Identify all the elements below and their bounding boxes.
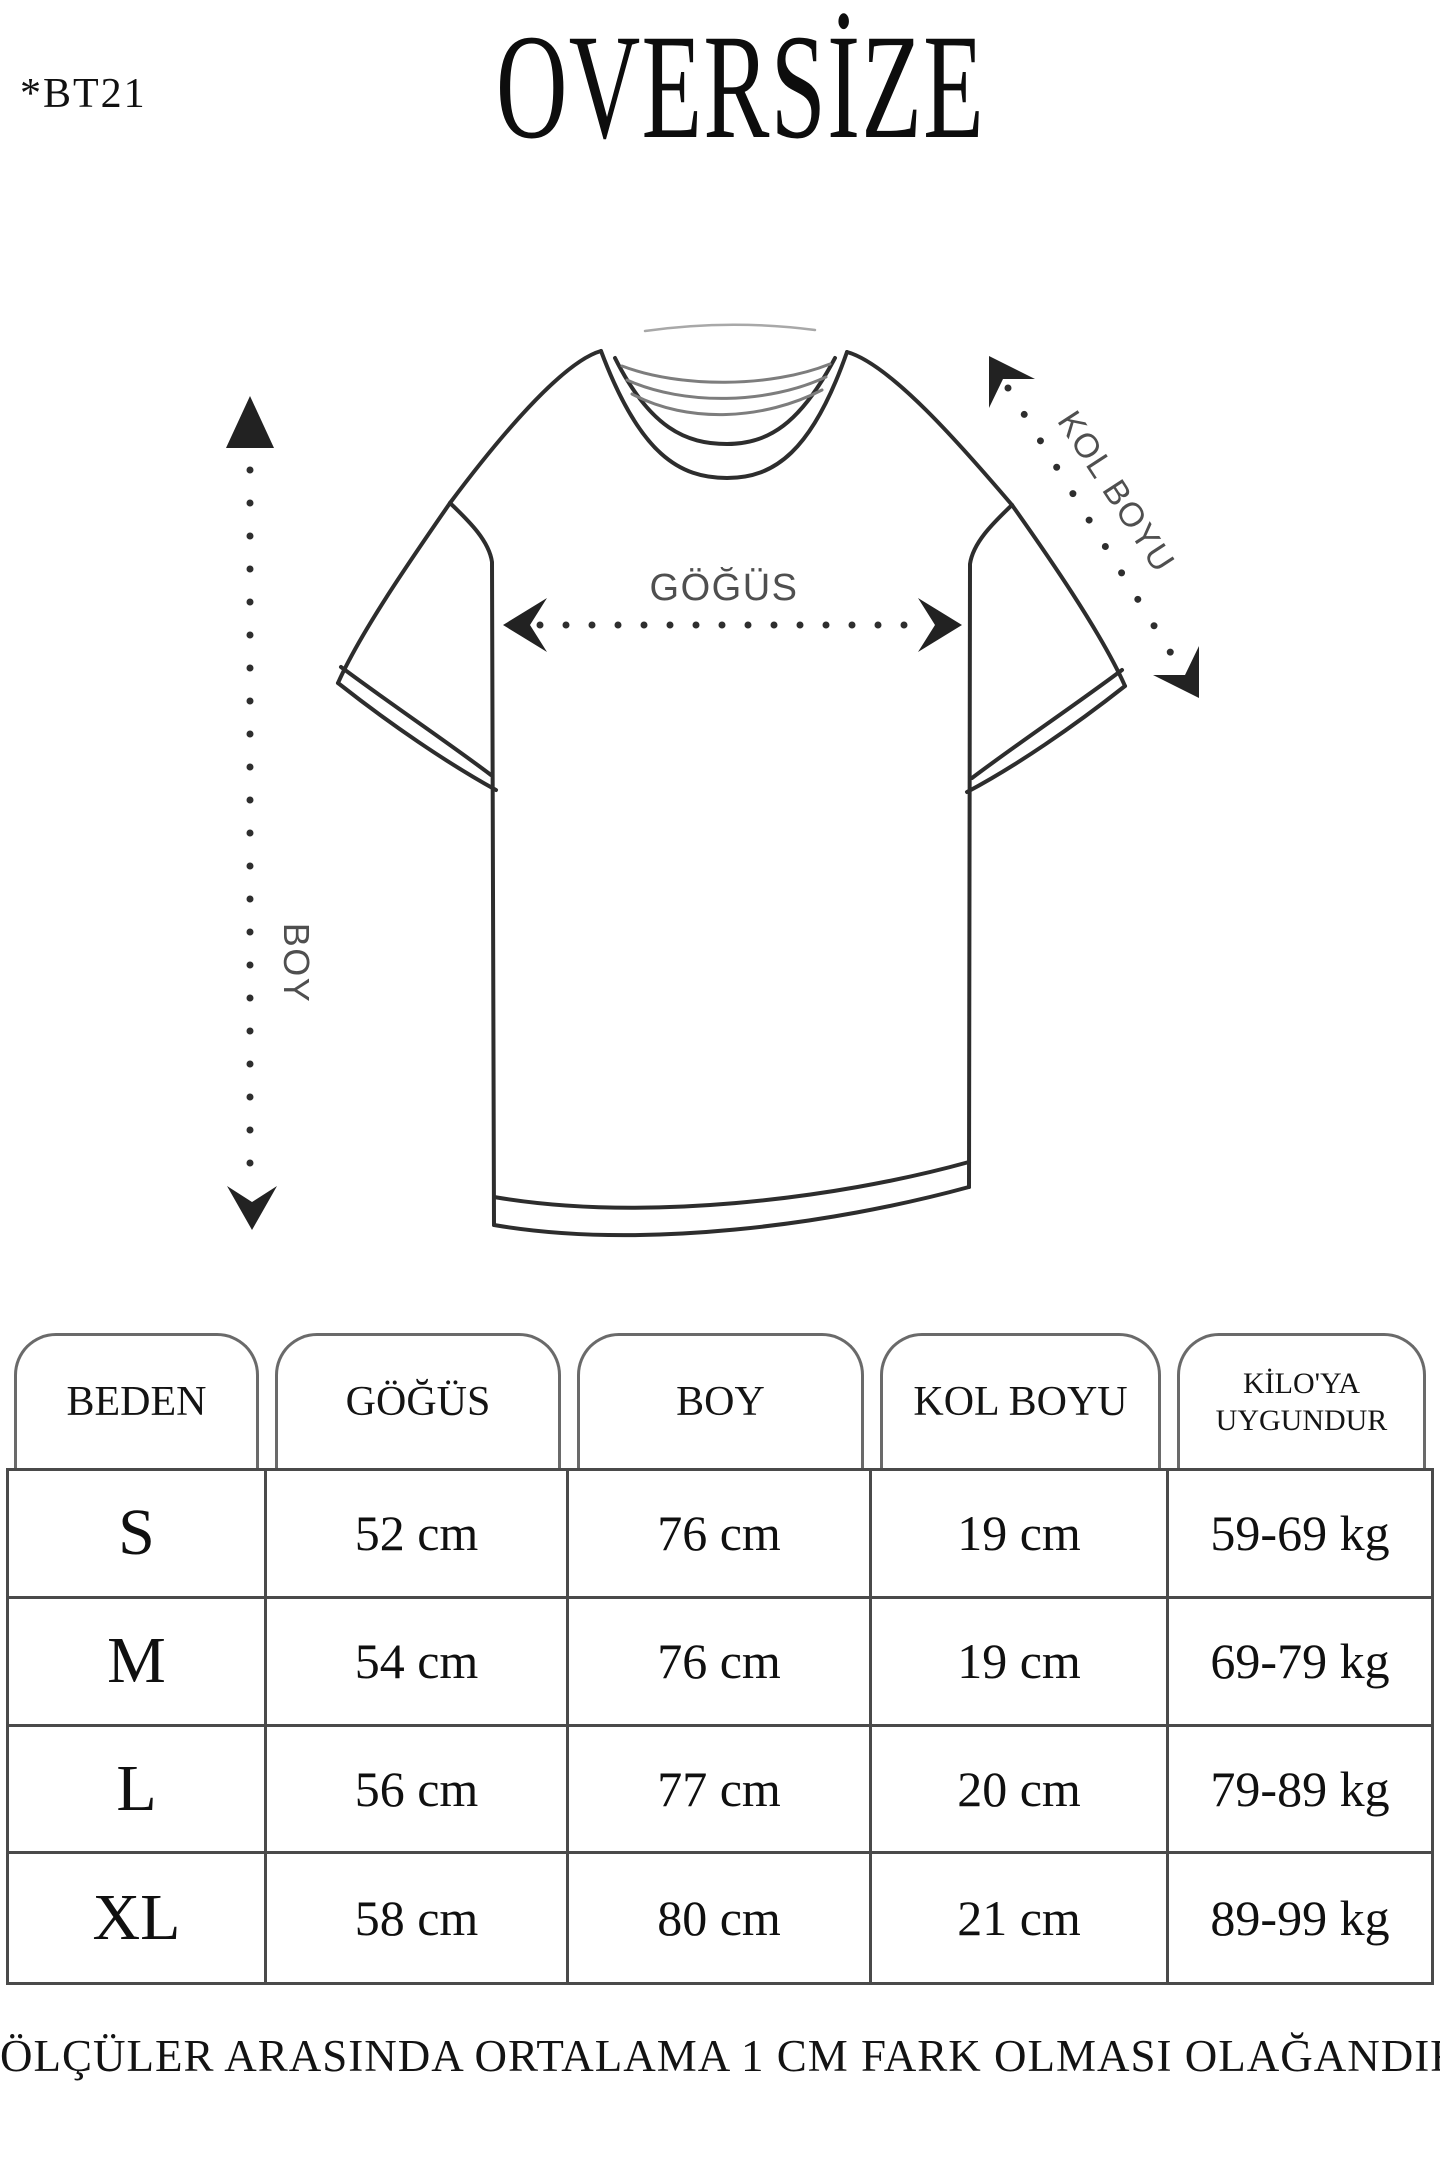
table-cell: 89-99 kg — [1210, 1890, 1390, 1947]
left-cuff-inner — [339, 665, 493, 777]
header-cell-boy: BOY — [577, 1333, 864, 1468]
header-label: GÖĞÜS — [345, 1379, 491, 1425]
table-cell: 19 cm — [872, 1471, 1169, 1599]
table-cell: 20 cm — [872, 1726, 1169, 1855]
table-cell: 54 cm — [267, 1598, 569, 1727]
right-side-seam — [967, 503, 1014, 1189]
size-label-cell: L — [9, 1726, 267, 1855]
length-measure-label: BOY — [276, 923, 317, 1004]
collar-outer-curve — [599, 349, 849, 480]
page-title: OVERSİZE — [495, 4, 985, 170]
tshirt-outline — [336, 349, 1127, 1238]
tshirt-measurement-diagram: GÖĞÜS BOY KOL BOYU — [226, 323, 1199, 1238]
header-label: KİLO'YA UYGUNDUR — [1215, 1366, 1388, 1438]
collar-rib-line-1 — [620, 362, 832, 384]
collar-inner-curve — [613, 356, 837, 446]
back-collar-top-line — [643, 323, 817, 333]
product-code: *BT21 — [20, 71, 147, 117]
table-cell: 52 cm — [267, 1471, 569, 1599]
table-cell: 21 cm — [872, 1854, 1169, 1982]
title-wrap: OVERSİZE — [20, 12, 1440, 162]
right-sleeve-top — [1010, 503, 1127, 688]
length-arrow — [226, 396, 277, 1230]
table-cell: 69-79 kg — [1169, 1599, 1431, 1727]
left-shoulder-line — [448, 349, 603, 505]
chest-arrow-right-head — [918, 598, 962, 652]
length-arrow-top-head — [226, 396, 274, 448]
size-label-cell: XL — [9, 1854, 267, 1982]
chest-measure-label: GÖĞÜS — [650, 565, 799, 609]
table-cell: 79-89 kg — [1169, 1727, 1431, 1855]
table-cell: 59-69 kg — [1169, 1471, 1431, 1599]
left-cuff-outer — [336, 681, 498, 792]
left-side-seam — [448, 501, 496, 1227]
header-cell-kilo: KİLO'YA UYGUNDUR — [1177, 1333, 1426, 1468]
chest-arrow-left-head — [503, 598, 547, 652]
right-shoulder-line — [845, 350, 1014, 507]
header-cell-gogus: GÖĞÜS — [275, 1333, 561, 1468]
header-label: BEDEN — [66, 1379, 207, 1425]
sleeve-arrow — [989, 356, 1199, 698]
table-cell: 19 cm — [872, 1598, 1169, 1727]
size-label-cell: S — [9, 1471, 267, 1599]
header-label: BOY — [676, 1379, 765, 1425]
left-sleeve-top — [336, 501, 452, 685]
header-label: KOL BOYU — [913, 1379, 1128, 1425]
right-cuff-outer — [965, 684, 1127, 794]
length-arrow-bottom-head — [227, 1186, 277, 1230]
size-label-cell: M — [9, 1598, 267, 1727]
table-cell: 58 cm — [267, 1854, 569, 1982]
header-cell-kol-boyu: KOL BOYU — [880, 1333, 1161, 1468]
collar-rib-line-2 — [625, 375, 828, 400]
sleeve-measure-label: KOL BOYU — [1050, 404, 1182, 579]
collar — [599, 323, 849, 480]
chest-arrow — [503, 598, 962, 652]
table-cell: 76 cm — [569, 1471, 872, 1599]
table-cell: 76 cm — [569, 1598, 872, 1727]
sleeve-arrow-bottom-head — [1153, 646, 1199, 698]
table-cell: 80 cm — [569, 1854, 872, 1982]
right-cuff-inner — [970, 668, 1124, 780]
collar-rib-line-3 — [630, 388, 824, 417]
hem-lower-line — [492, 1185, 971, 1238]
footnote-text: ÖLÇÜLER ARASINDA ORTALAMA 1 CM FARK OLMA… — [0, 2031, 1440, 2081]
table-cell: 56 cm — [267, 1726, 569, 1855]
hem-upper-line — [492, 1160, 971, 1210]
sleeve-arrow-top-head — [989, 356, 1035, 408]
table-cell: 77 cm — [569, 1726, 872, 1855]
size-table-body: S 52 cm 76 cm 19 cm 59-69 kg M 54 cm 76 … — [6, 1468, 1434, 1985]
header-cell-beden: BEDEN — [14, 1333, 259, 1468]
